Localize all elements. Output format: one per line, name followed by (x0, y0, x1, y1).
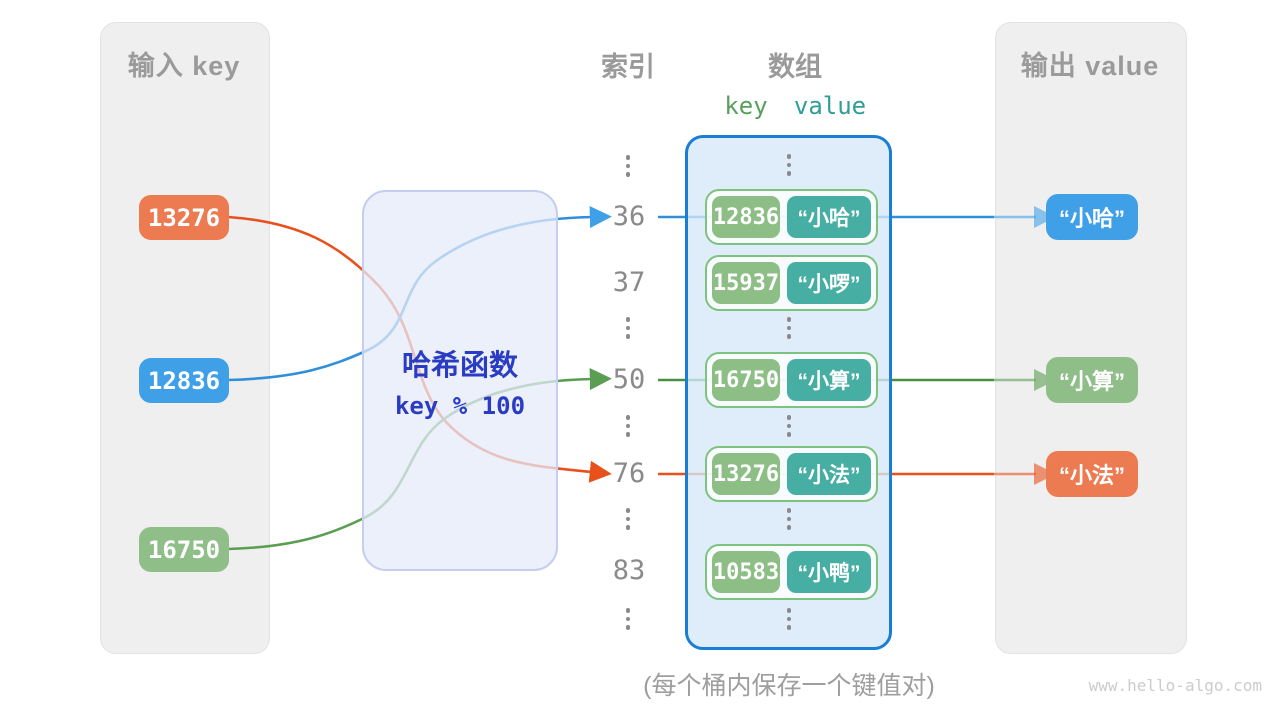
bucket-value: “小算” (787, 359, 871, 401)
bucket-value: “小法” (787, 453, 871, 495)
ellipsis-vertical-icon (625, 155, 631, 177)
bucket-row: 13276 “小法” (705, 446, 878, 502)
bucket-value: “小哈” (787, 196, 871, 238)
bucket-row: 16750 “小算” (705, 352, 878, 408)
bucket-row: 12836 “小哈” (705, 189, 878, 245)
index-label-36: 36 (612, 201, 646, 232)
output-panel-title: 输出 value (1020, 51, 1160, 81)
bucket-row: 10583 “小鸭” (705, 544, 878, 600)
bucket-key: 16750 (712, 359, 780, 401)
output-value-xiaofa: “小法” (1046, 451, 1138, 497)
bucket-key: 12836 (712, 196, 780, 238)
key-column-header: key (724, 92, 768, 120)
ellipsis-vertical-icon (625, 415, 631, 437)
index-label-37: 37 (612, 267, 646, 298)
ellipsis-vertical-icon (625, 508, 631, 530)
input-key-12836: 12836 (139, 358, 229, 403)
output-value-xiaosuan: “小算” (1046, 357, 1138, 403)
array-column-title: 数组 (768, 52, 822, 82)
bucket-row: 15937 “小啰” (705, 255, 878, 311)
index-label-83: 83 (612, 555, 646, 586)
bucket-value: “小啰” (787, 262, 871, 304)
output-value-xiaoha: “小哈” (1046, 194, 1138, 240)
ellipsis-vertical-icon (786, 317, 792, 339)
ellipsis-vertical-icon (786, 154, 792, 176)
output-value-panel (995, 22, 1187, 654)
hash-function-formula: key % 100 (394, 392, 526, 420)
bucket-value: “小鸭” (787, 551, 871, 593)
index-label-50: 50 (612, 364, 646, 395)
input-key-13276: 13276 (139, 195, 229, 240)
ellipsis-vertical-icon (786, 508, 792, 530)
value-column-header: value (793, 92, 867, 120)
input-panel-title: 输入 key (127, 51, 241, 81)
ellipsis-vertical-icon (786, 608, 792, 630)
watermark: www.hello-algo.com (1088, 676, 1262, 695)
ellipsis-vertical-icon (625, 608, 631, 630)
bucket-key: 13276 (712, 453, 780, 495)
hash-function-title: 哈希函数 (401, 350, 518, 382)
ellipsis-vertical-icon (786, 415, 792, 437)
input-key-16750: 16750 (139, 527, 229, 572)
bucket-key: 15937 (712, 262, 780, 304)
bucket-key: 10583 (712, 551, 780, 593)
caption: (每个桶内保存一个键值对) (643, 672, 935, 700)
index-label-76: 76 (612, 458, 646, 489)
ellipsis-vertical-icon (625, 317, 631, 339)
index-column-title: 索引 (601, 52, 655, 82)
